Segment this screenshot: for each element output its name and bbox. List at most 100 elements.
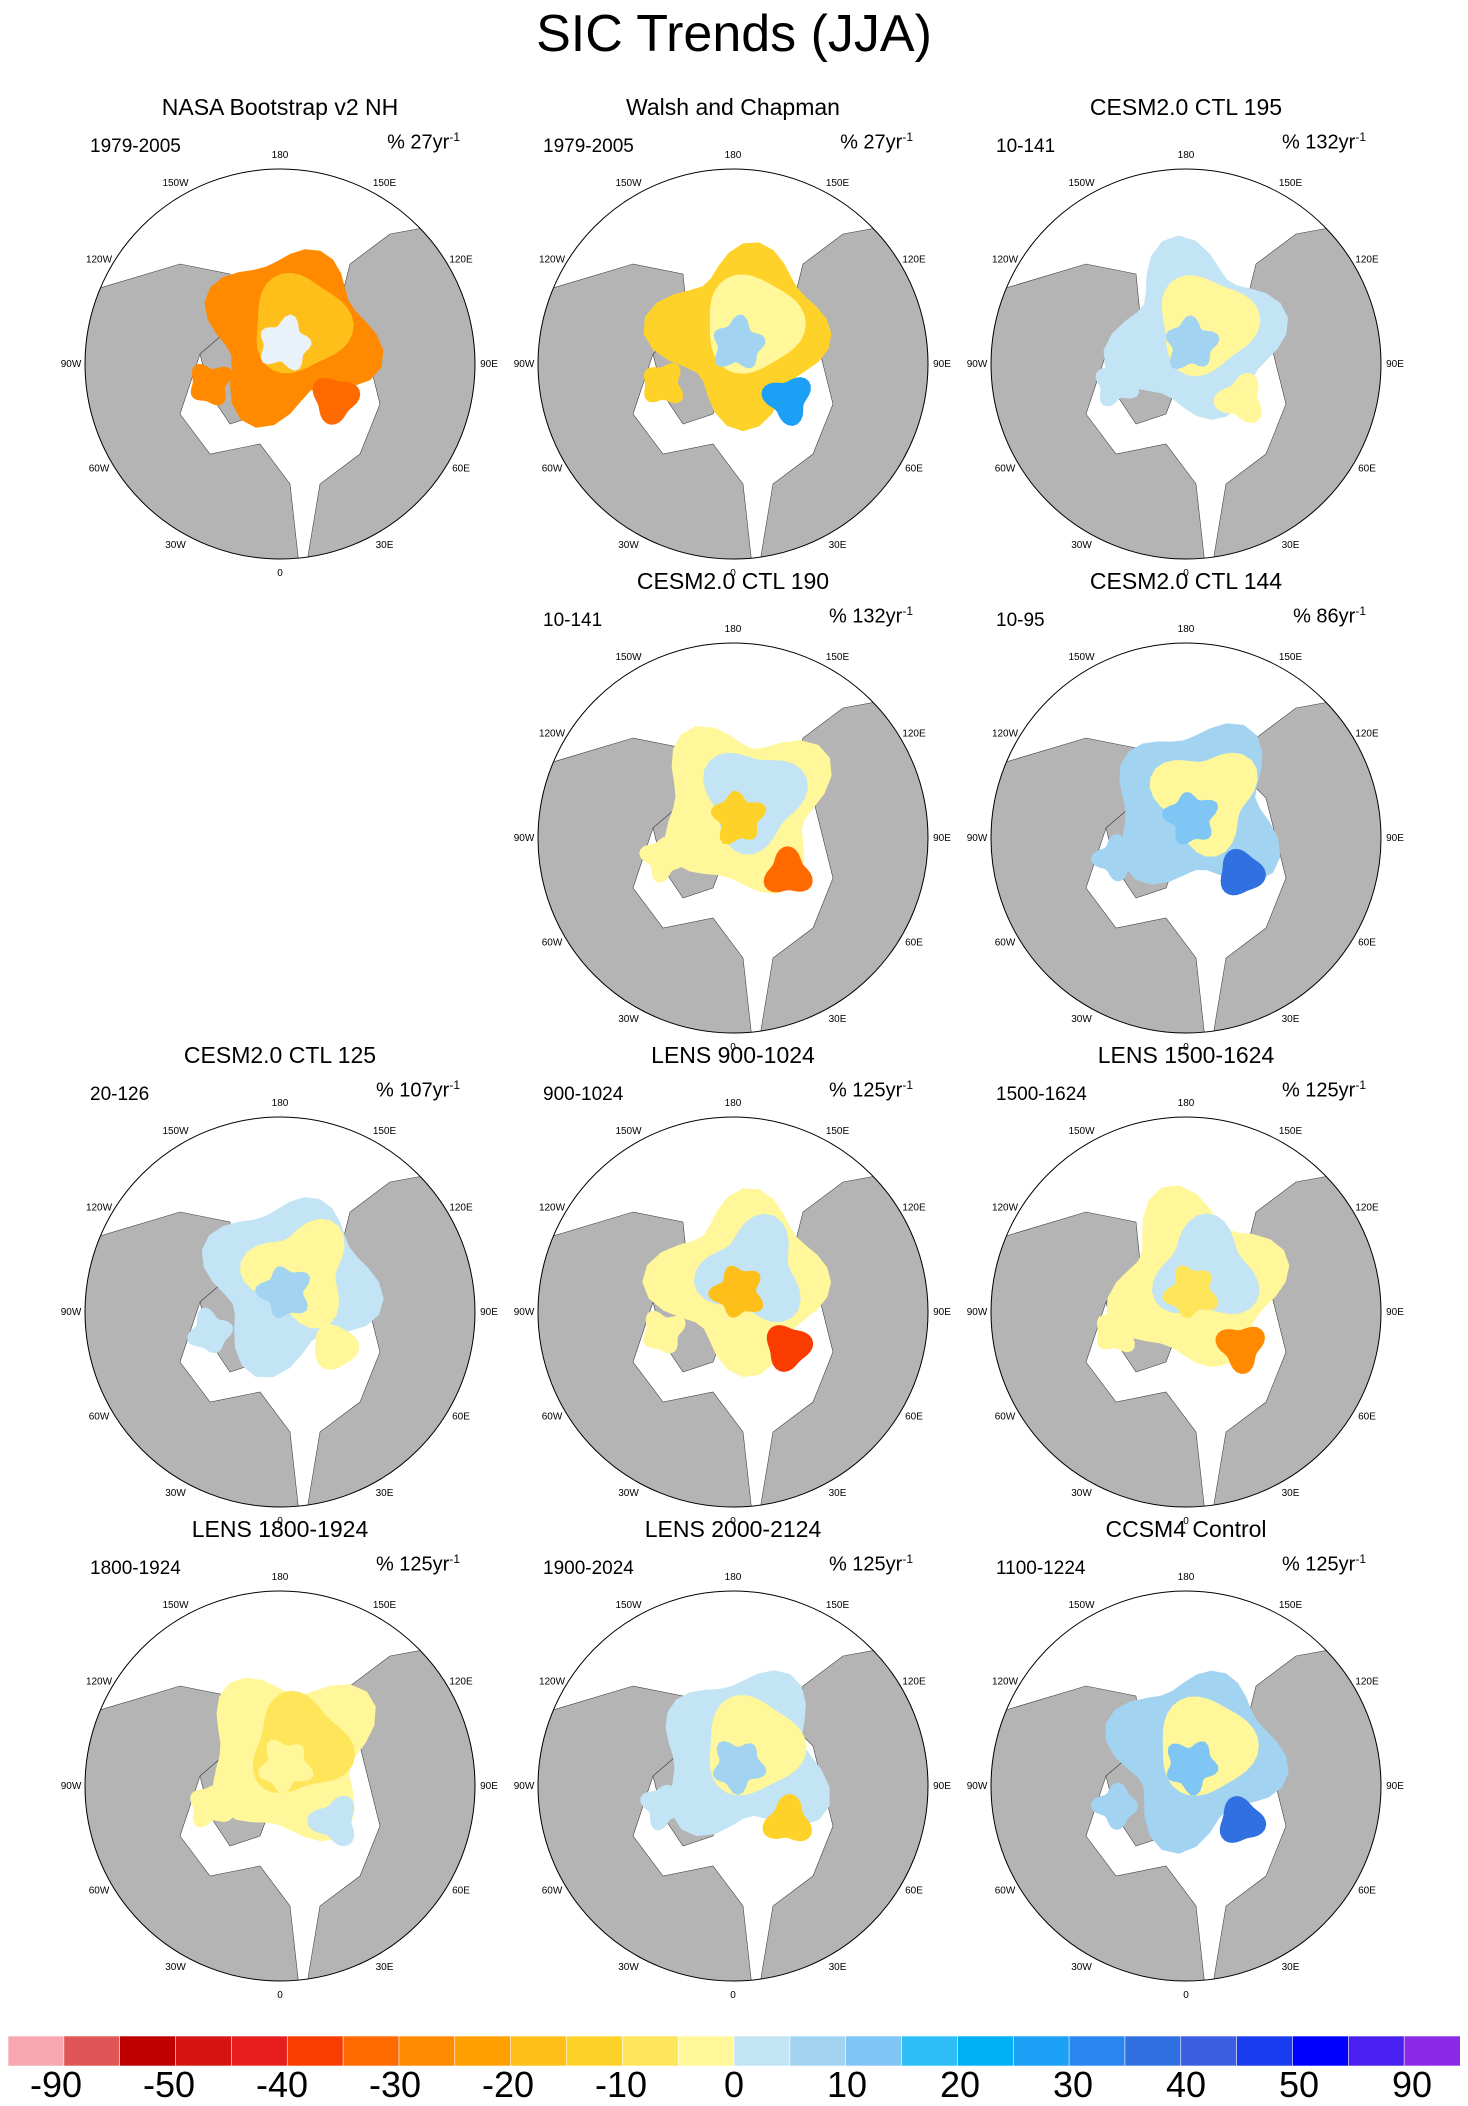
longitude-label: 120W [539,1677,566,1688]
panel-units-exponent: -1 [449,1078,460,1092]
polar-map: 180 150E 120E 90E 60E 30E 0 30W 60W 90W 120W 150W [514,150,952,579]
longitude-label: 90E [1386,1781,1404,1792]
panel-units: % 125yr-1 [1282,1078,1366,1103]
panel-title: LENS 2000-2124 [644,1516,822,1542]
longitude-label: 120E [1355,729,1379,740]
ice-trend-region [639,836,686,883]
longitude-label: 30W [165,540,186,551]
panel-title: CESM2.0 CTL 195 [1089,94,1283,120]
longitude-label: 90E [1386,359,1404,370]
longitude-label: 120E [1355,1203,1379,1214]
longitude-label: 90E [480,359,498,370]
panel-units-exponent: -1 [1355,1078,1366,1092]
longitude-label: 150W [1068,1600,1095,1611]
colorbar-swatch [845,2036,903,2066]
longitude-label: 90W [61,1307,82,1318]
longitude-label: 150W [615,652,642,663]
longitude-label: 60W [542,1412,563,1423]
longitude-label: 60E [452,1886,470,1897]
ice-trend-region [1095,362,1140,407]
longitude-label: 30E [376,540,394,551]
longitude-label: 0 [1183,1042,1189,1053]
longitude-label: 120E [902,255,926,266]
colorbar-tick-label: -20 [481,2064,535,2105]
colorbar-swatch [1068,2036,1126,2066]
longitude-label: 120W [992,729,1019,740]
panel-title: CESM2.0 CTL 190 [636,568,830,594]
panel-units: % 132yr-1 [829,604,913,629]
colorbar-swatch [957,2036,1014,2066]
longitude-label: 150W [162,178,189,189]
longitude-label: 60W [995,464,1016,475]
ice-trend-region [1097,1311,1135,1353]
panel-period: 1979-2005 [90,136,181,157]
panel-period: 1500-1624 [996,1084,1087,1105]
colorbar-swatch [789,2036,847,2066]
longitude-label: 60W [542,464,563,475]
panel-period: 20-126 [90,1084,150,1105]
longitude-label: 180 [725,624,742,635]
ice-trend-region [187,1307,234,1354]
longitude-label: 120E [449,1677,473,1688]
polar-map: 180 150E 120E 90E 60E 30E 0 30W 60W 90W 120W 150W [967,1098,1405,1527]
longitude-label: 60E [1358,1886,1376,1897]
longitude-label: 0 [730,568,736,579]
panel-units: % 27yr-1 [387,130,460,155]
longitude-label: 60W [995,938,1016,949]
colorbar-swatch [622,2036,679,2066]
colorbar-tick-label: 90 [1391,2064,1433,2105]
panel-period: 10-141 [543,610,603,631]
polar-map: 180 150E 120E 90E 60E 30E 0 30W 60W 90W 120W 150W [514,624,952,1053]
map-panel: CESM2.0 CTL 125 20-126 % 107yr-1 180 150E 120… [60,1042,500,1527]
colorbar-swatch [1236,2036,1294,2066]
longitude-label: 120E [1355,1677,1379,1688]
colorbar-tick-label: -90 [29,2064,83,2105]
ice-trend-region [1162,791,1219,845]
colorbar-tick-label: -10 [594,2064,648,2105]
longitude-label: 90W [514,833,535,844]
panel-title: CESM2.0 CTL 144 [1089,568,1283,594]
map-panel: CESM2.0 CTL 195 10-141 % 132yr-1 180 150E 120… [966,94,1406,579]
map-boundary [990,1590,1382,1982]
panel-period: 1979-2005 [543,136,634,157]
map-boundary [537,1116,929,1508]
ice-trend-region [766,1325,814,1372]
longitude-label: 150W [1068,652,1095,663]
polar-map: 180 150E 120E 90E 60E 30E 0 30W 60W 90W 120W 150W [967,1572,1405,2001]
longitude-label: 120E [1355,255,1379,266]
longitude-label: 30W [1071,1014,1092,1025]
longitude-label: 90W [967,833,988,844]
longitude-label: 0 [277,1990,283,2001]
polar-map: 180 150E 120E 90E 60E 30E 0 30W 60W 90W 120W 150W [61,1098,499,1527]
longitude-label: 180 [725,1098,742,1109]
ice-trend-region [1166,1741,1219,1796]
longitude-label: 60E [1358,464,1376,475]
panel-period: 1100-1224 [996,1558,1086,1579]
map-panel: LENS 900-1024 900-1024 % 125yr-1 180 150E 120… [513,1042,953,1527]
longitude-label: 150E [373,1126,397,1137]
ice-trend-region [1213,373,1262,423]
ice-trend-region [190,363,232,406]
longitude-label: 150E [826,1600,850,1611]
colorbar-swatch [342,2036,400,2066]
panel-title: LENS 1800-1924 [191,1516,369,1542]
longitude-label: 30W [165,1962,186,1973]
ice-trend-region [713,314,766,369]
colorbar-swatch [119,2036,177,2066]
longitude-label: 90E [933,359,951,370]
longitude-label: 30E [376,1488,394,1499]
longitude-label: 180 [1178,1572,1195,1583]
longitude-label: 60W [89,464,110,475]
panel-units: % 125yr-1 [376,1552,460,1577]
map-panel: CCSM4 Control 1100-1224 % 125yr-1 180 150E 12… [966,1516,1406,2001]
colorbar-swatch [901,2036,958,2066]
longitude-label: 60E [452,1412,470,1423]
panel-units-text: % 125yr [1281,1079,1356,1102]
ice-trend-region [258,1739,314,1794]
ice-trend-region [255,1266,310,1319]
longitude-label: 60E [905,1886,923,1897]
longitude-label: 90E [933,833,951,844]
longitude-label: 0 [730,1042,736,1053]
panel-units: % 125yr-1 [1282,1552,1366,1577]
map-panel: LENS 1800-1924 1800-1924% 125yr-1 180 150E 1… [60,1516,500,2001]
